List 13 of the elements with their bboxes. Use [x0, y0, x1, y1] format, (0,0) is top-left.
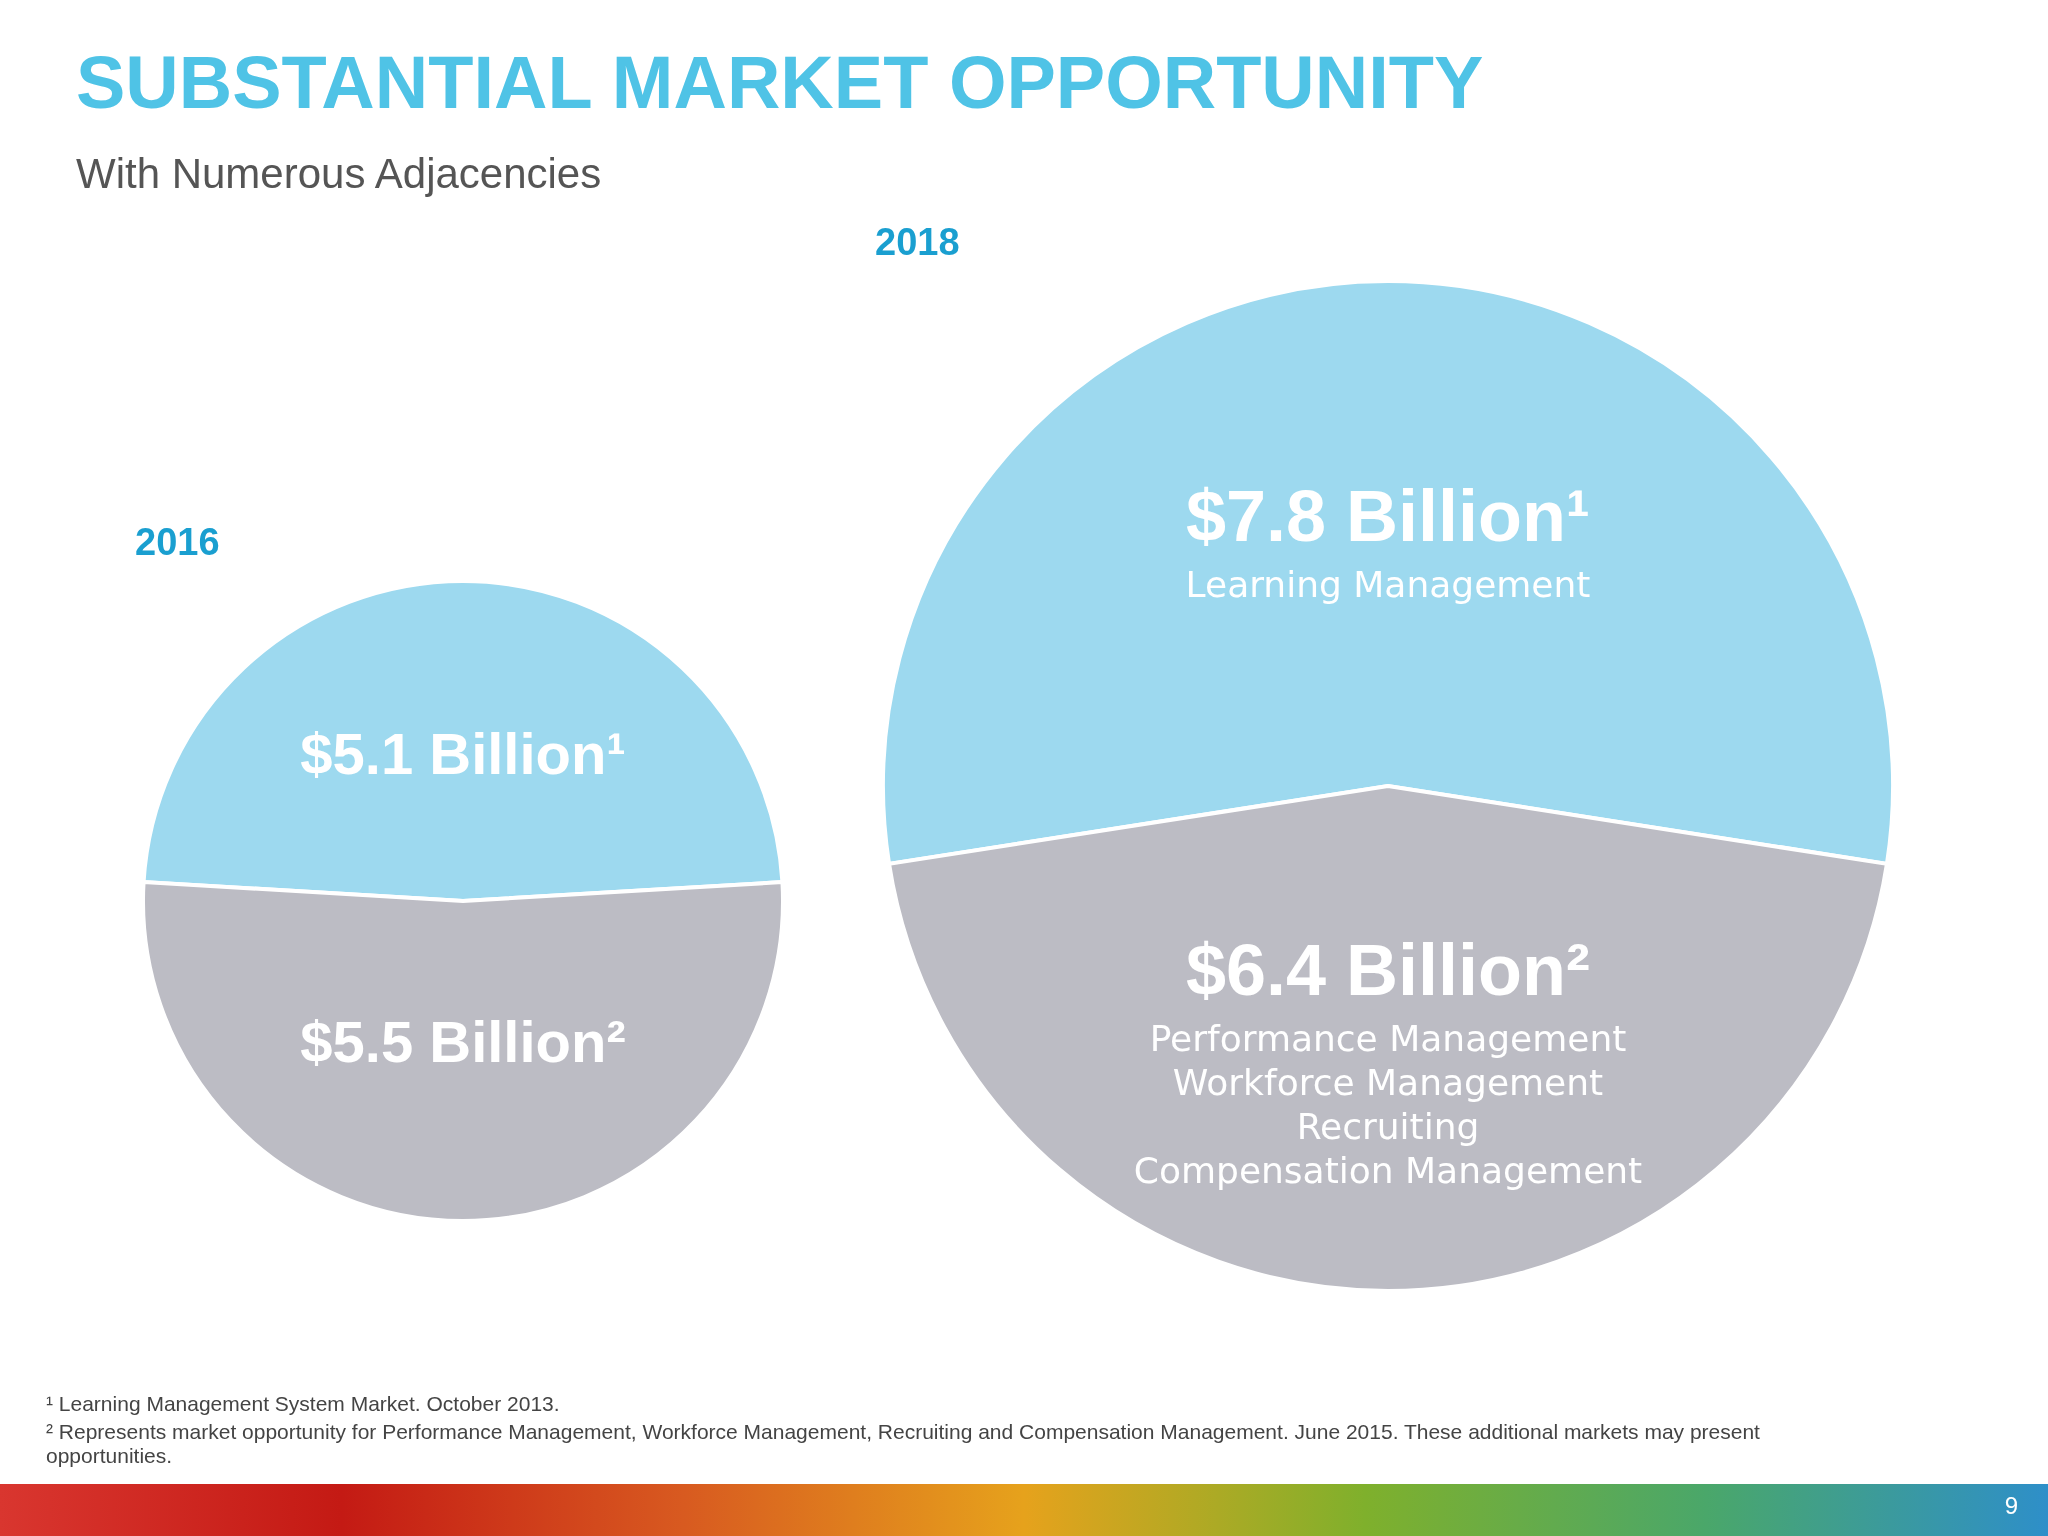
text: SUBSTANTIAL MARKET OPPORTUNITY [76, 40, 1484, 125]
data-label: $6.4 Billion² [1185, 930, 1591, 1011]
chart-title: 2016 [135, 521, 220, 563]
data-label: $5.5 Billion² [300, 1009, 626, 1074]
text: With Numerous Adjacencies [76, 150, 602, 198]
text: 9 [2004, 1492, 2018, 1520]
data-label: $7.8 Billion¹ [1185, 475, 1591, 556]
slice-label: Performance Management Workforce Management Recruiting Compensation Management [1133, 1018, 1643, 1192]
text: ² Represents market opportunity for Performance Management, Workforce Management, Recruiting and Compensation Management. June 2015. These additional markets may present opportunities. [46, 1420, 1761, 1468]
chart-title: 2018 [875, 221, 960, 263]
slice-label: Learning Management [1185, 563, 1591, 605]
text: ¹ Learning Management System Market. October 2013. [46, 1392, 561, 1416]
data-label: $5.1 Billion¹ [300, 721, 626, 786]
